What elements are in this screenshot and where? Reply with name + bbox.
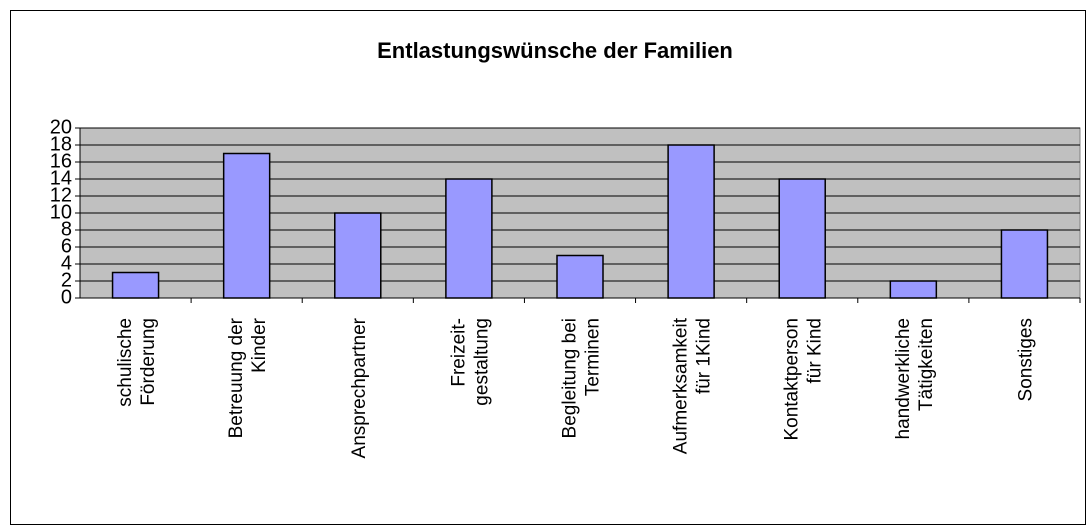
bar bbox=[445, 178, 493, 299]
y-tick-label: 10 bbox=[50, 201, 72, 223]
y-tick-label: 14 bbox=[50, 167, 72, 189]
x-tick-label-line: für 1Kind bbox=[694, 318, 715, 394]
x-tick-label-line: gestaltung bbox=[471, 318, 492, 406]
y-tick-label: 6 bbox=[61, 235, 72, 257]
x-tick-label-line: Begleitung bei bbox=[560, 318, 581, 438]
x-tick-label: handwerkliche Tätigkeiten bbox=[893, 318, 937, 439]
x-tick-label-line: Ansprechpartner bbox=[349, 317, 370, 458]
bar bbox=[667, 144, 715, 299]
x-tick-label-line: Betreuung der bbox=[226, 317, 247, 438]
bar bbox=[1000, 229, 1049, 299]
x-tick-label: Ansprechpartner bbox=[349, 317, 370, 458]
x-tick-label: Sonstiges bbox=[1015, 318, 1036, 401]
bar bbox=[222, 152, 271, 299]
chart-title: Entlastungswünsche der Familien bbox=[377, 38, 733, 63]
x-tick-label: schulische Förderung bbox=[115, 318, 159, 407]
x-tick-label-line: handwerkliche bbox=[893, 318, 914, 439]
x-tick-label: Betreuung der Kinder bbox=[226, 317, 270, 438]
bar bbox=[778, 178, 826, 299]
y-tick-label: 20 bbox=[50, 116, 72, 138]
y-tick-label: 8 bbox=[61, 218, 72, 240]
y-tick-label: 18 bbox=[50, 133, 72, 155]
bar bbox=[111, 271, 160, 299]
bar bbox=[556, 254, 604, 299]
x-tick-label-line: Förderung bbox=[138, 318, 159, 406]
y-tick-label: 4 bbox=[61, 252, 72, 274]
x-tick-label-line: für Kind bbox=[805, 318, 826, 383]
x-tick-label: Begleitung bei Terminen bbox=[560, 318, 604, 438]
x-tick-label-line: Kinder bbox=[249, 317, 270, 373]
x-tick-label-line: Freizeit- bbox=[448, 318, 469, 387]
x-tick-label-line: Kontaktperson bbox=[782, 318, 803, 441]
x-tick-label: Aufmerksamkeit für 1Kind bbox=[671, 317, 715, 454]
bar bbox=[889, 280, 938, 299]
y-tick-label: 12 bbox=[50, 184, 72, 206]
y-tick-label: 16 bbox=[50, 150, 72, 172]
x-tick-label-line: Sonstiges bbox=[1015, 318, 1036, 401]
y-tick-label: 2 bbox=[61, 269, 72, 291]
x-tick-label-line: Tätigkeiten bbox=[916, 318, 937, 411]
y-tick-label: 0 bbox=[61, 286, 72, 308]
x-tick-label: Freizeit-gestaltung bbox=[448, 318, 492, 406]
x-tick-label-line: schulische bbox=[115, 318, 136, 407]
bar bbox=[334, 212, 382, 299]
x-tick-label-line: Terminen bbox=[583, 318, 604, 396]
x-tick-label-line: Aufmerksamkeit bbox=[671, 317, 692, 454]
x-tick-label: Kontaktperson für Kind bbox=[782, 318, 826, 441]
